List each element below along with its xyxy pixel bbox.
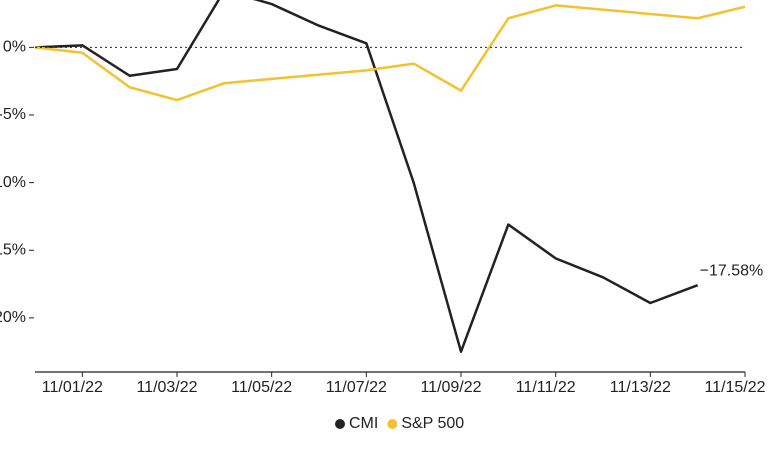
- y-tick-label: 0%: [3, 39, 26, 56]
- value-label: −17.58%: [700, 262, 764, 279]
- legend-swatch: [335, 419, 345, 429]
- y-tick-label: -10%: [0, 174, 26, 191]
- x-tick-label: 11/07/22: [326, 379, 387, 396]
- x-tick-label: 11/03/22: [136, 379, 197, 396]
- y-tick-label: -15%: [0, 241, 26, 258]
- y-tick-label: -20%: [0, 309, 26, 326]
- plot-area: [34, 0, 746, 353]
- legend-label: CMI: [349, 415, 378, 432]
- x-tick-label: 11/13/22: [610, 379, 671, 396]
- x-tick-label: 11/11/22: [516, 379, 576, 396]
- x-tick-label: 11/05/22: [231, 379, 292, 396]
- x-tick-label: 11/09/22: [420, 379, 481, 396]
- x-tick-label: 11/01/22: [42, 379, 103, 396]
- legend: CMI S&P 500: [335, 415, 464, 432]
- y-tick-label: -5%: [0, 106, 26, 123]
- series-line: [34, 4, 746, 102]
- series-line: [34, 0, 699, 353]
- legend-label: S&P 500: [401, 415, 464, 432]
- x-tick-label: 11/15/22: [704, 379, 765, 396]
- legend-swatch: [387, 419, 398, 429]
